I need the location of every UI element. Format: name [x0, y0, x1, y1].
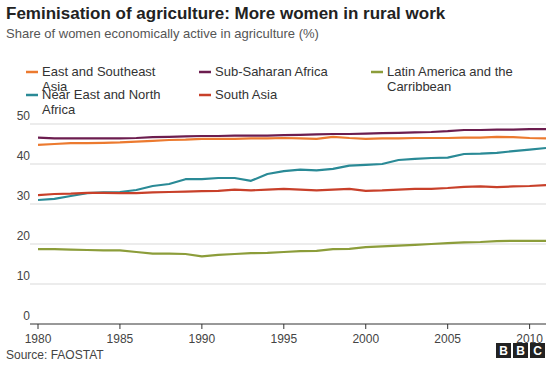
- legend-line: Africa: [42, 102, 76, 117]
- series-line: [38, 148, 546, 200]
- legend-swatch: [199, 71, 211, 74]
- plot-area: [38, 129, 546, 256]
- grid-line: [30, 244, 546, 245]
- x-tick: [283, 324, 284, 329]
- legend-label: South Asia: [215, 87, 278, 102]
- x-axis-line: [30, 324, 546, 325]
- legend-swatch: [199, 94, 211, 97]
- y-tick-label: 20: [17, 229, 31, 243]
- logo-box: [530, 343, 545, 358]
- logo-letter: C: [533, 344, 542, 358]
- legend-label: Near East and NorthAfrica: [42, 87, 161, 117]
- legend-line: Near East and North: [42, 87, 161, 102]
- x-tick: [119, 324, 120, 329]
- x-tick: [201, 324, 202, 329]
- legend-line: East and Southeast: [42, 64, 156, 79]
- series-line: [38, 185, 546, 195]
- x-tick-label: 1985: [107, 332, 134, 346]
- y-tick-label: 30: [17, 189, 31, 203]
- legend-line: Latin America and the: [387, 64, 513, 79]
- logo-box: [496, 343, 511, 358]
- legend-line: Carribbean: [387, 79, 451, 94]
- x-tick-label: 1995: [270, 332, 297, 346]
- chart: Feminisation of agriculture: More women …: [0, 0, 550, 365]
- logo-box: [513, 343, 528, 358]
- logo-letter: B: [516, 344, 525, 358]
- x-tick: [447, 324, 448, 329]
- y-tick-label: 0: [23, 309, 30, 323]
- legend-line: Sub-Saharan Africa: [215, 64, 329, 79]
- y-tick-label: 10: [17, 269, 31, 283]
- legend-label: Latin America and theCarribbean: [387, 64, 513, 94]
- x-tick-label: 2000: [352, 332, 379, 346]
- legend-swatch: [371, 71, 383, 74]
- grid-line: [30, 164, 546, 165]
- series-line: [38, 129, 546, 138]
- legend-label: Sub-Saharan Africa: [215, 64, 329, 79]
- grid-line: [30, 204, 546, 205]
- series-line: [38, 241, 546, 257]
- logo: BBC: [499, 344, 542, 358]
- source: Source: FAOSTAT: [6, 348, 104, 362]
- title: Feminisation of agriculture: More women …: [6, 4, 446, 23]
- legend-swatch: [26, 94, 38, 97]
- y-tick-label: 50: [17, 109, 31, 123]
- legend-line: South Asia: [215, 87, 278, 102]
- x-tick-label: 1980: [25, 332, 52, 346]
- x-tick-label: 1990: [189, 332, 216, 346]
- logo-letter: B: [499, 344, 508, 358]
- x-tick-label: 2005: [434, 332, 461, 346]
- grid-line: [30, 124, 546, 125]
- x-tick: [529, 324, 530, 329]
- grid-line: [30, 284, 546, 285]
- x-tick: [38, 324, 39, 329]
- subtitle: Share of women economically active in ag…: [6, 26, 319, 41]
- legend-swatch: [26, 71, 38, 74]
- x-tick: [365, 324, 366, 329]
- y-tick-label: 40: [17, 149, 31, 163]
